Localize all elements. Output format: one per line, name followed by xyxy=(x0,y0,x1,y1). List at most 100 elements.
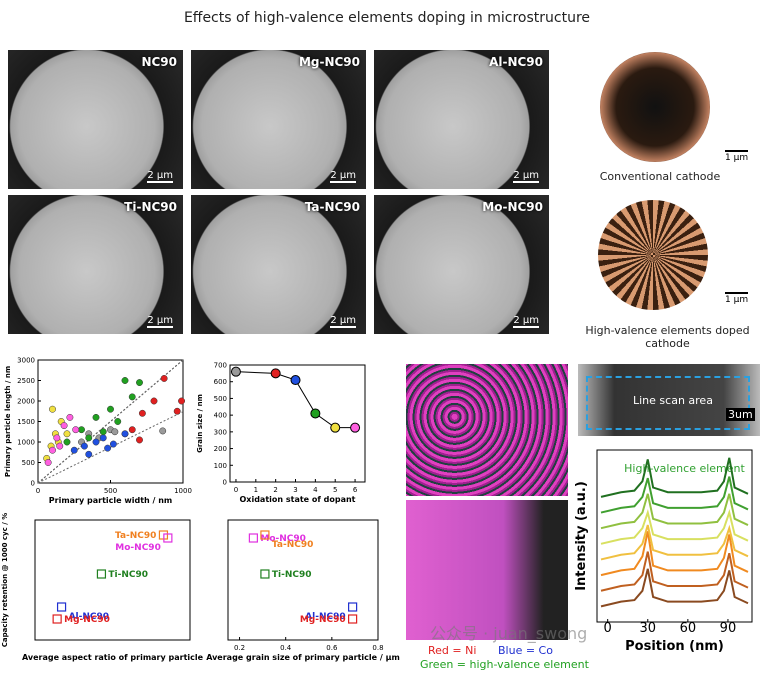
point xyxy=(248,533,258,543)
sem-label: Mo-NC90 xyxy=(482,200,543,214)
line-scan-image: Line scan area 3um xyxy=(578,364,760,436)
point-label: Mg-NC90 xyxy=(300,615,346,625)
y-tick-label: 400 xyxy=(214,412,227,420)
x-tick-label: 2 xyxy=(273,486,277,494)
point xyxy=(111,428,119,436)
eds-map xyxy=(406,500,568,640)
x-tick-label: 0.4 xyxy=(280,644,292,652)
scale-bar: 2 μm xyxy=(513,170,539,183)
point xyxy=(348,602,358,612)
point xyxy=(136,379,143,386)
y-tick-label: 0 xyxy=(223,479,227,487)
point xyxy=(80,442,88,450)
y-tick-label: 3000 xyxy=(17,357,35,365)
sem-image: Al-NC90 2 μm xyxy=(374,50,549,189)
y-tick-label: 1500 xyxy=(17,418,35,426)
point xyxy=(63,438,71,446)
point xyxy=(348,614,358,624)
scale-bar: 2 μm xyxy=(147,170,173,183)
point xyxy=(85,434,93,442)
point xyxy=(260,569,270,579)
point-label: Ti-NC90 xyxy=(108,570,148,580)
x-tick-label: 500 xyxy=(104,487,117,495)
x-axis-label: Average aspect ratio of primary particle xyxy=(22,653,204,662)
plot-frame xyxy=(229,364,366,483)
line xyxy=(600,551,749,592)
y-tick-label: 300 xyxy=(214,428,227,436)
y-tick-label: 0 xyxy=(31,480,35,488)
point xyxy=(330,422,341,433)
point-label: Ti-NC90 xyxy=(272,570,312,580)
x-axis-label: Position (nm) xyxy=(625,639,724,654)
sem-image: Mg-NC90 2 μm xyxy=(191,50,366,189)
point xyxy=(114,418,122,425)
sem-image: Ti-NC90 2 μm xyxy=(8,195,183,334)
x-tick-label: 4 xyxy=(313,486,318,494)
line xyxy=(600,457,749,498)
annotation: High-valence element xyxy=(624,462,745,475)
line xyxy=(600,508,749,545)
y-tick-label: 200 xyxy=(214,445,227,453)
scale-bar: 2 μm xyxy=(330,315,356,328)
sem-label: Mg-NC90 xyxy=(298,55,360,69)
point-label: Ta-NC90 xyxy=(272,540,313,550)
y-tick-label: 500 xyxy=(214,395,227,403)
point xyxy=(104,444,112,452)
point-label: Ta-NC90 xyxy=(115,531,156,541)
y-tick-label: 100 xyxy=(214,462,227,470)
point xyxy=(53,434,61,442)
point xyxy=(78,426,85,434)
point xyxy=(107,405,114,413)
point-label: Mo-NC90 xyxy=(260,534,306,544)
point xyxy=(66,413,74,421)
sem-label: Ta-NC90 xyxy=(304,200,360,214)
plot-frame xyxy=(596,449,753,623)
point xyxy=(121,430,129,438)
line xyxy=(600,531,749,577)
y-axis-label: Grain size / nm xyxy=(196,394,204,453)
line xyxy=(600,568,749,608)
point xyxy=(173,407,181,415)
point xyxy=(350,422,361,433)
point xyxy=(230,366,241,377)
x-tick-label: 0 xyxy=(234,486,238,494)
point-label: Al-NC90 xyxy=(305,612,345,622)
scale-bar: 1 μm xyxy=(725,292,749,305)
legend-text: Green = high-valence element xyxy=(420,658,589,671)
x-tick-label: 3 xyxy=(293,486,297,494)
sem-image: Ta-NC90 2 μm xyxy=(191,195,366,334)
point xyxy=(138,409,146,417)
x-tick-label: 1 xyxy=(254,486,258,494)
point xyxy=(178,397,186,405)
point xyxy=(99,434,107,442)
x-tick-label: 0.8 xyxy=(372,644,383,652)
sem-label: Ti-NC90 xyxy=(124,200,177,214)
scale-bar: 2 μm xyxy=(513,315,539,328)
x-tick-label: 0.6 xyxy=(326,644,338,652)
point xyxy=(56,442,64,450)
x-axis-label: Average grain size of primary particle /… xyxy=(206,653,400,662)
watermark: 公众号 · juan_swong xyxy=(430,624,588,643)
point xyxy=(160,375,168,382)
x-tick-label: 0.2 xyxy=(234,644,245,652)
scan-label: Line scan area xyxy=(633,394,713,407)
caption: Conventional cathode xyxy=(599,170,721,183)
y-axis-label: Primary particle length / nm xyxy=(4,366,12,477)
scale-bar: 3um xyxy=(726,408,755,421)
x-tick-label: 30 xyxy=(640,621,657,636)
x-tick-label: 0 xyxy=(36,487,40,495)
point xyxy=(96,569,107,579)
line xyxy=(600,524,749,561)
point xyxy=(150,397,158,405)
point xyxy=(136,436,143,444)
scale-bar: 2 μm xyxy=(147,315,173,328)
eds-map xyxy=(406,364,568,496)
point xyxy=(85,450,93,458)
line xyxy=(600,476,749,514)
x-tick-label: 60 xyxy=(680,621,697,636)
plot-frame xyxy=(227,519,379,641)
point xyxy=(163,533,173,543)
y-axis-label: Capacity retention @ 1000 cyc / % xyxy=(1,513,9,647)
point xyxy=(72,426,80,434)
